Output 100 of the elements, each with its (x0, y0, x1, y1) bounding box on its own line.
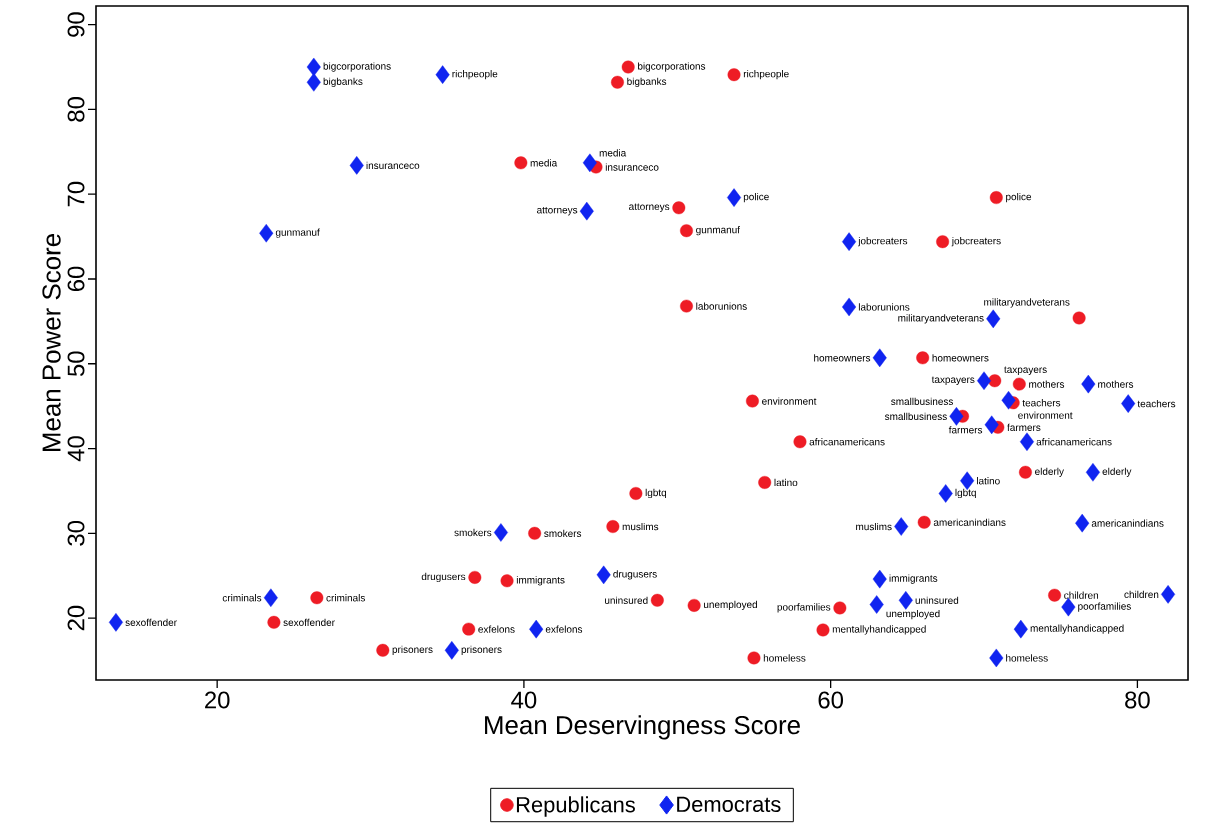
annotation: uninsured (915, 596, 959, 604)
annotation: exfelons (478, 625, 515, 633)
annotation: police (743, 192, 769, 203)
annotation: laborunions (858, 303, 910, 311)
annotation: gunmanuf (696, 226, 740, 236)
annotation: bigcorporations (638, 62, 706, 72)
point (746, 394, 759, 408)
point (1072, 311, 1086, 325)
point (793, 435, 807, 449)
x-tick-label: 20 (205, 691, 230, 709)
annotation: laborunions (696, 302, 747, 310)
point (629, 487, 643, 500)
annotation: poorfamilies (1078, 602, 1131, 612)
annotation: smallbusiness (884, 412, 947, 420)
y-tick-label: 40 (67, 436, 85, 462)
point (672, 201, 686, 215)
x-tick-label: 80 (1125, 691, 1150, 709)
point (758, 476, 772, 489)
point (529, 619, 544, 639)
annotation: media (599, 149, 627, 157)
point (727, 188, 742, 207)
annotation: mentallyhandicapped (1030, 624, 1124, 634)
annotation: smokers (544, 529, 582, 537)
point (898, 591, 913, 610)
annotation: jobcreaters (858, 237, 908, 247)
y-tick-label: 20 (67, 605, 85, 631)
point (528, 526, 542, 540)
point (680, 299, 693, 313)
point (310, 591, 324, 605)
annotation: homeowners (814, 354, 871, 362)
annotation: muslims (622, 522, 659, 531)
annotation: africanamericans (809, 438, 885, 446)
annotation: criminals (326, 594, 365, 602)
point (1001, 390, 1016, 410)
annotation: richpeople (452, 70, 498, 80)
annotation: bigbanks (323, 77, 363, 87)
point (1075, 513, 1090, 533)
point (1085, 463, 1100, 482)
annotation: homeowners (932, 354, 989, 362)
annotation: environment (762, 397, 817, 405)
point (306, 73, 321, 92)
annotation: children (1124, 590, 1159, 599)
point (650, 593, 664, 607)
annotation: uninsured (605, 596, 648, 604)
annotation: sexoffender (283, 618, 335, 626)
annotation: smallbusiness (891, 397, 953, 405)
annotation: americanindians (933, 518, 1006, 526)
annotation: prisoners (461, 645, 502, 655)
annotation: mentallyhandicapped (832, 625, 926, 635)
y-tick-label: 80 (67, 97, 85, 122)
point (986, 309, 1001, 329)
point (468, 570, 482, 584)
legend-label: Democrats (677, 796, 781, 813)
point (611, 75, 624, 89)
point (916, 351, 930, 365)
point (514, 156, 528, 170)
legend-label: Republicans (516, 796, 635, 817)
point (462, 622, 476, 636)
y-tick-label: 70 (67, 181, 85, 207)
annotation: environment (1018, 411, 1073, 419)
point (872, 569, 887, 589)
annotation: teachers (1022, 399, 1061, 407)
annotation: africanamericans (1036, 438, 1112, 446)
point (493, 523, 508, 542)
point (306, 57, 321, 77)
point (977, 371, 992, 390)
annotation: criminals (222, 594, 262, 602)
x-axis-title: Mean Deservingness Score (485, 715, 800, 740)
point (727, 68, 741, 82)
point (582, 153, 597, 173)
point (596, 565, 611, 585)
point (936, 235, 950, 249)
annotation: taxpayers (931, 376, 975, 385)
point (1013, 619, 1028, 639)
point (872, 348, 887, 368)
point (989, 191, 1003, 205)
point (500, 574, 514, 588)
point (259, 223, 274, 243)
point (1161, 585, 1176, 604)
annotation: insuranceco (366, 161, 420, 170)
point (435, 65, 450, 84)
annotation: mothers (1029, 380, 1065, 388)
point (1081, 374, 1096, 394)
annotation: americanindians (1091, 519, 1164, 527)
annotation: gunmanuf (275, 228, 320, 238)
point (349, 156, 364, 175)
y-tick-label: 90 (67, 12, 85, 37)
x-tick-label: 60 (818, 691, 844, 709)
point (1048, 588, 1062, 602)
annotation: latino (774, 478, 798, 487)
annotation: media (530, 159, 558, 167)
point (869, 595, 884, 614)
annotation: mothers (1098, 380, 1134, 388)
x-tick-label: 40 (511, 691, 537, 709)
point (938, 484, 953, 503)
annotation: unemployed (886, 609, 940, 620)
point (108, 613, 123, 632)
point (444, 641, 459, 660)
annotation: bigcorporations (323, 62, 391, 72)
point (833, 601, 847, 615)
